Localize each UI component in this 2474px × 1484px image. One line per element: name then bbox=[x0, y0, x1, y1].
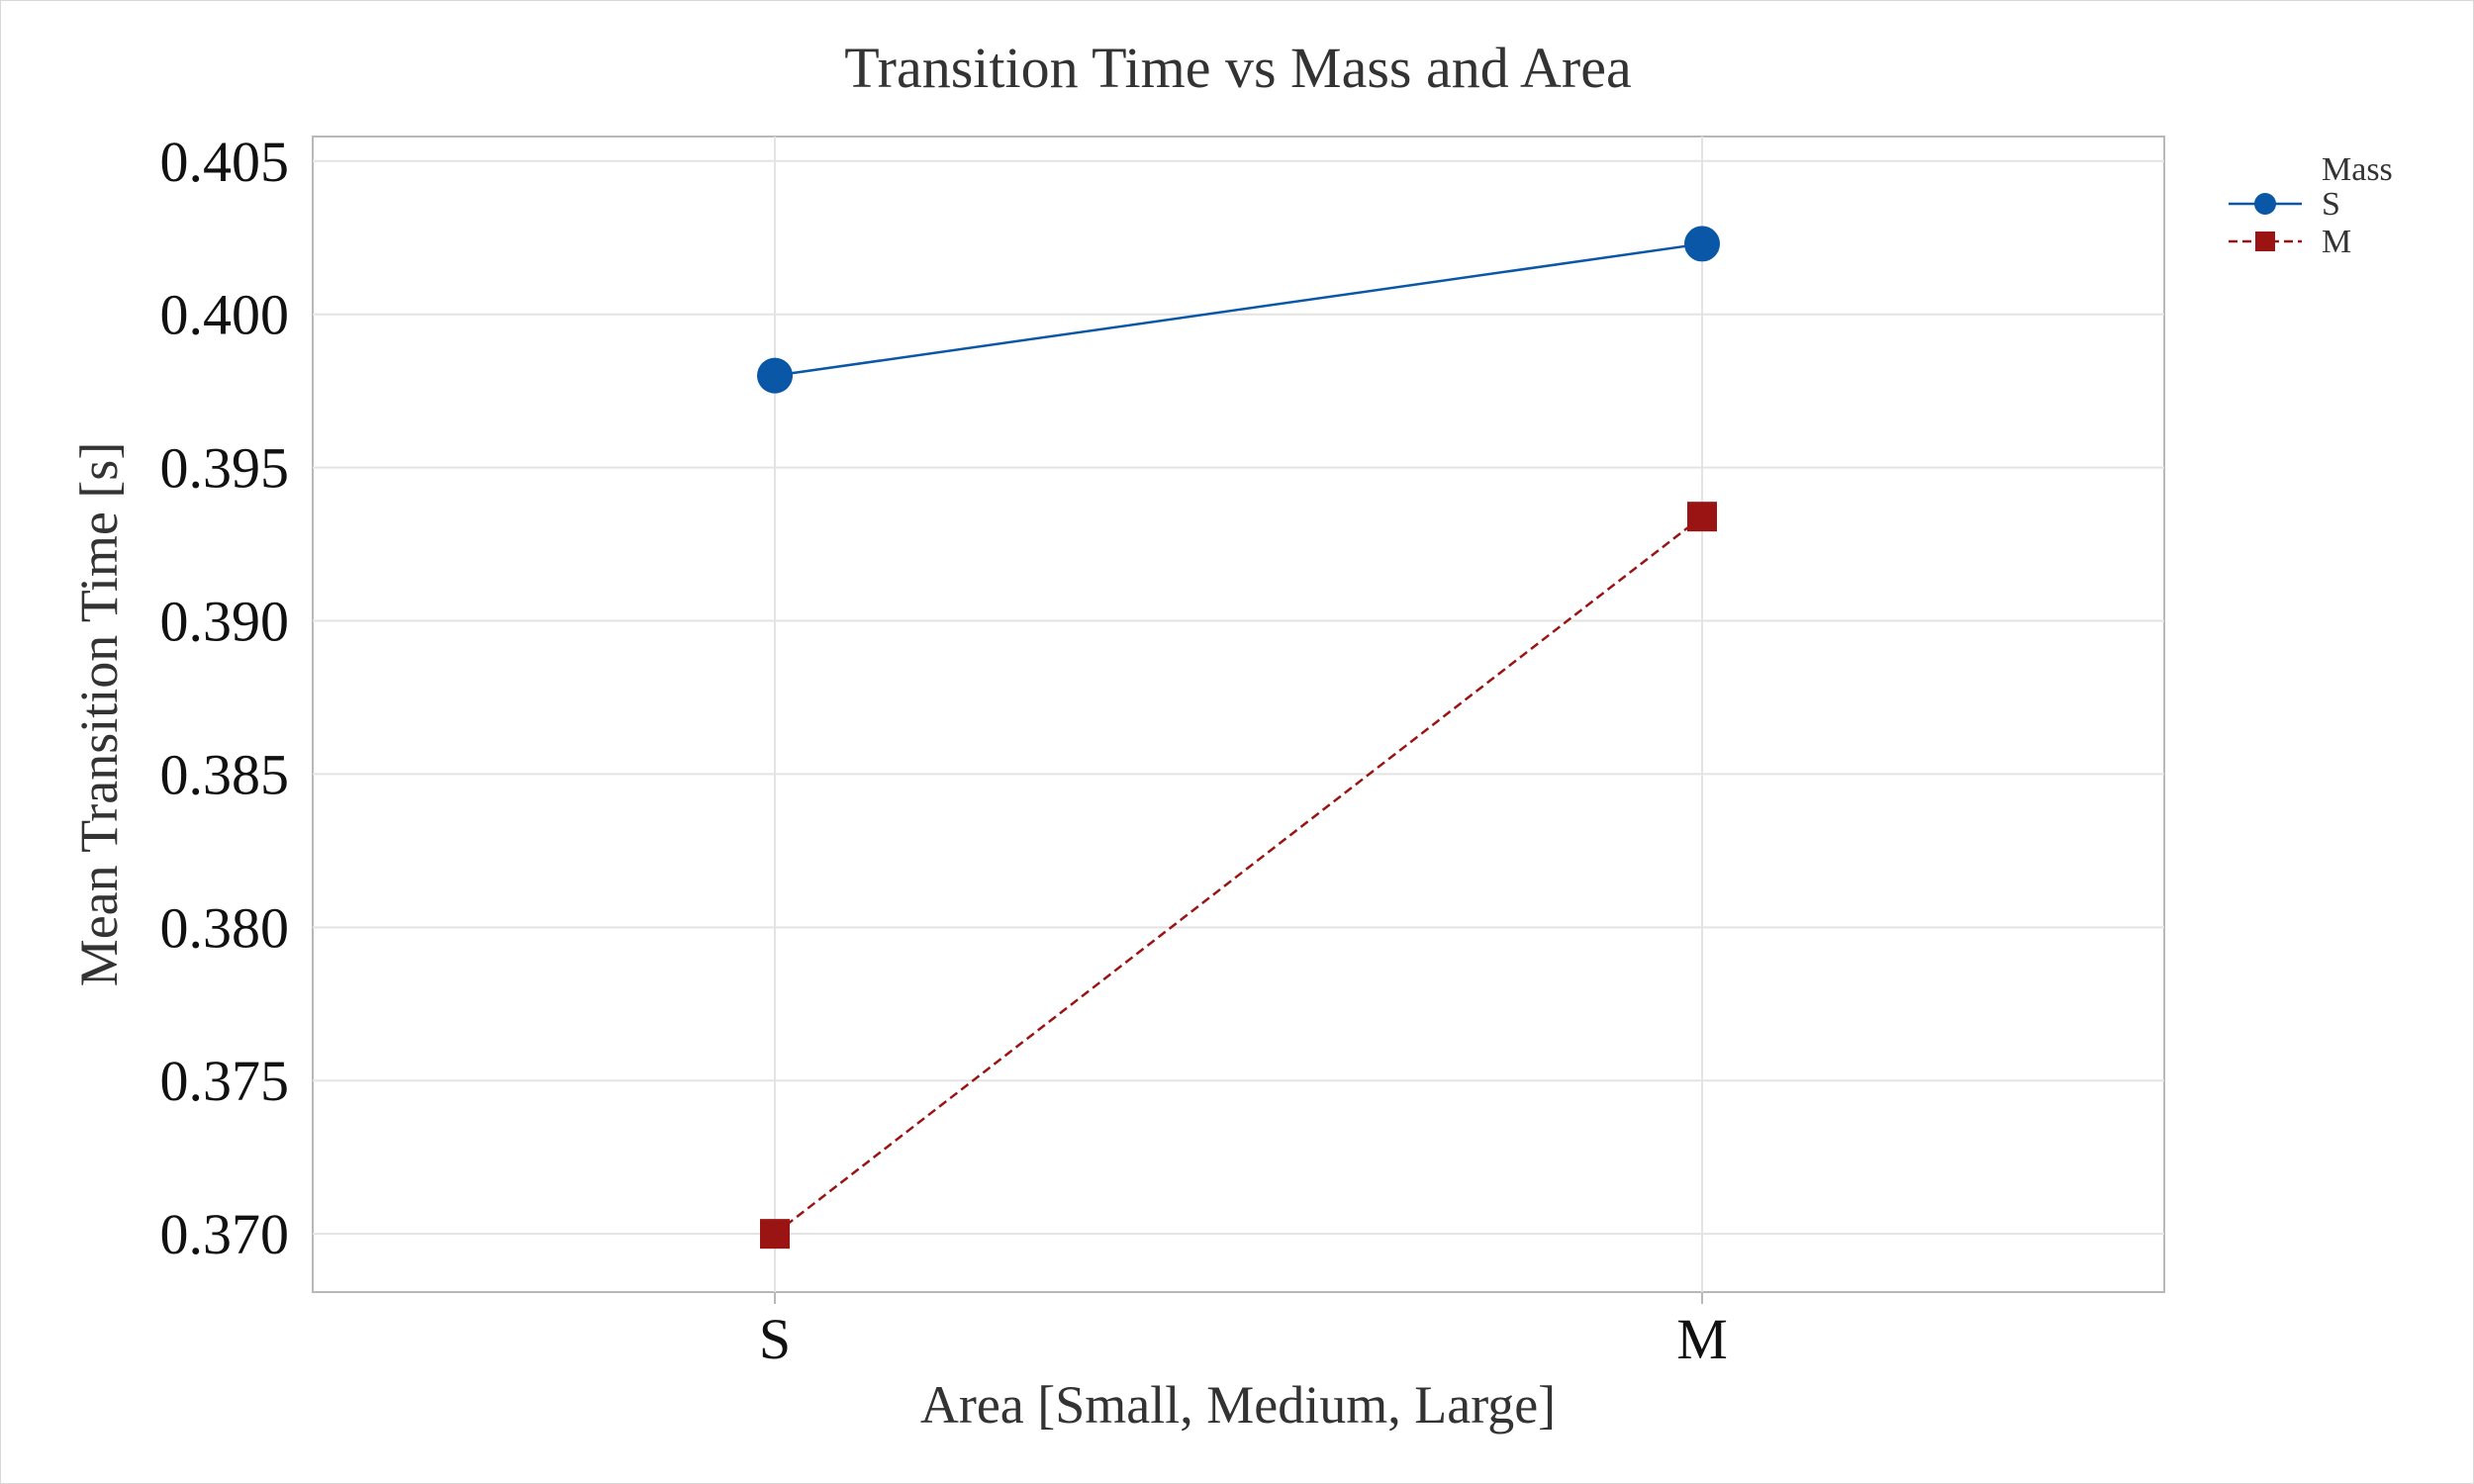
y-tick-label: 0.395 bbox=[160, 436, 290, 501]
y-tick-label: 0.390 bbox=[160, 590, 290, 654]
legend-label-s: S bbox=[2322, 186, 2340, 223]
series-line-m bbox=[774, 515, 1703, 1236]
y-tick-label: 0.380 bbox=[160, 895, 290, 960]
legend: Mass SM bbox=[2229, 151, 2393, 260]
x-tick-label: S bbox=[759, 1307, 791, 1371]
y-tick-label: 0.385 bbox=[160, 742, 290, 806]
legend-label-m: M bbox=[2322, 224, 2351, 260]
plot-area bbox=[312, 136, 2165, 1293]
chart-title: Transition Time vs Mass and Area bbox=[844, 36, 1631, 100]
y-axis-label: Mean Transition Time [s] bbox=[69, 442, 129, 987]
series-layer bbox=[757, 226, 1720, 1250]
y-axis-ticks: 0.370 0.375 0.380 0.385 0.390 0.395 0.400 0.405 bbox=[160, 130, 290, 1266]
y-tick-label: 0.370 bbox=[160, 1202, 290, 1266]
series-line-s bbox=[774, 242, 1703, 377]
x-axis-label: Area [Small, Medium, Large] bbox=[920, 1375, 1556, 1435]
legend-marker-m bbox=[2255, 232, 2275, 251]
y-tick-label: 0.400 bbox=[160, 283, 290, 347]
grid-lines bbox=[313, 137, 2164, 1292]
data-point-s-m bbox=[1684, 226, 1720, 262]
data-point-m-s bbox=[760, 1219, 790, 1250]
data-point-s-s bbox=[757, 357, 793, 394]
data-point-m-m bbox=[1687, 502, 1717, 532]
legend-marker-s bbox=[2254, 193, 2276, 215]
legend-title: Mass bbox=[2322, 151, 2393, 188]
y-tick-label: 0.375 bbox=[160, 1049, 290, 1113]
y-tick-label: 0.405 bbox=[160, 130, 290, 194]
x-tick-label: M bbox=[1676, 1307, 1728, 1371]
